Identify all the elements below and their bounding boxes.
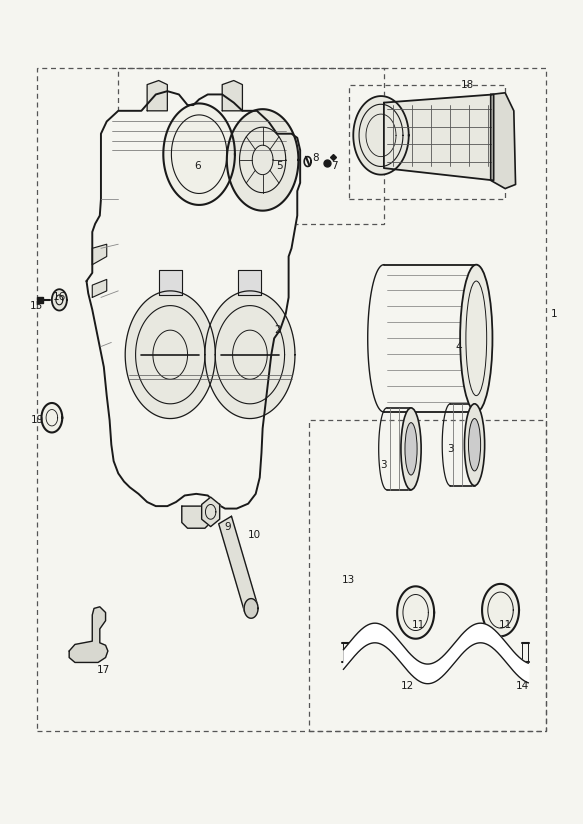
Circle shape — [353, 96, 409, 175]
Ellipse shape — [469, 419, 480, 471]
Text: 2: 2 — [274, 325, 280, 335]
Text: 10: 10 — [247, 530, 261, 540]
Text: 16: 16 — [52, 293, 66, 302]
Polygon shape — [219, 517, 258, 612]
Polygon shape — [222, 81, 243, 110]
Polygon shape — [92, 244, 107, 265]
Bar — [118, 68, 384, 224]
Text: 6: 6 — [194, 162, 201, 171]
Circle shape — [52, 289, 67, 311]
Text: 11: 11 — [412, 620, 425, 630]
Circle shape — [244, 598, 258, 618]
Text: 11: 11 — [498, 620, 512, 630]
Ellipse shape — [401, 408, 421, 489]
Polygon shape — [159, 270, 182, 295]
Circle shape — [205, 291, 295, 419]
Bar — [37, 68, 546, 731]
Bar — [349, 85, 505, 199]
Polygon shape — [384, 95, 494, 180]
Polygon shape — [182, 506, 210, 528]
Circle shape — [125, 291, 215, 419]
Text: 15: 15 — [30, 301, 43, 311]
Polygon shape — [238, 270, 261, 295]
Text: 8: 8 — [312, 153, 319, 163]
Text: 9: 9 — [224, 522, 231, 531]
Polygon shape — [147, 81, 167, 110]
Polygon shape — [92, 279, 107, 297]
Ellipse shape — [460, 265, 493, 412]
Bar — [309, 420, 546, 731]
Circle shape — [397, 587, 434, 639]
Polygon shape — [69, 606, 108, 662]
Polygon shape — [491, 93, 515, 189]
Ellipse shape — [405, 423, 417, 475]
Text: 4: 4 — [456, 341, 462, 352]
Circle shape — [227, 109, 298, 211]
Text: 7: 7 — [332, 162, 338, 171]
Text: 3: 3 — [381, 460, 387, 471]
Polygon shape — [202, 497, 220, 527]
Ellipse shape — [465, 404, 484, 485]
Text: 18: 18 — [461, 80, 474, 90]
Text: 1: 1 — [551, 309, 557, 319]
Text: 12: 12 — [401, 681, 413, 691]
Text: 14: 14 — [516, 681, 529, 691]
Text: 5: 5 — [277, 162, 283, 171]
Polygon shape — [86, 91, 300, 508]
Text: 19: 19 — [31, 415, 44, 425]
Circle shape — [41, 403, 62, 433]
Text: 17: 17 — [97, 665, 110, 675]
Circle shape — [304, 157, 311, 166]
Circle shape — [482, 584, 519, 636]
Circle shape — [163, 104, 235, 205]
Text: 3: 3 — [447, 444, 454, 454]
Text: 13: 13 — [342, 575, 354, 585]
